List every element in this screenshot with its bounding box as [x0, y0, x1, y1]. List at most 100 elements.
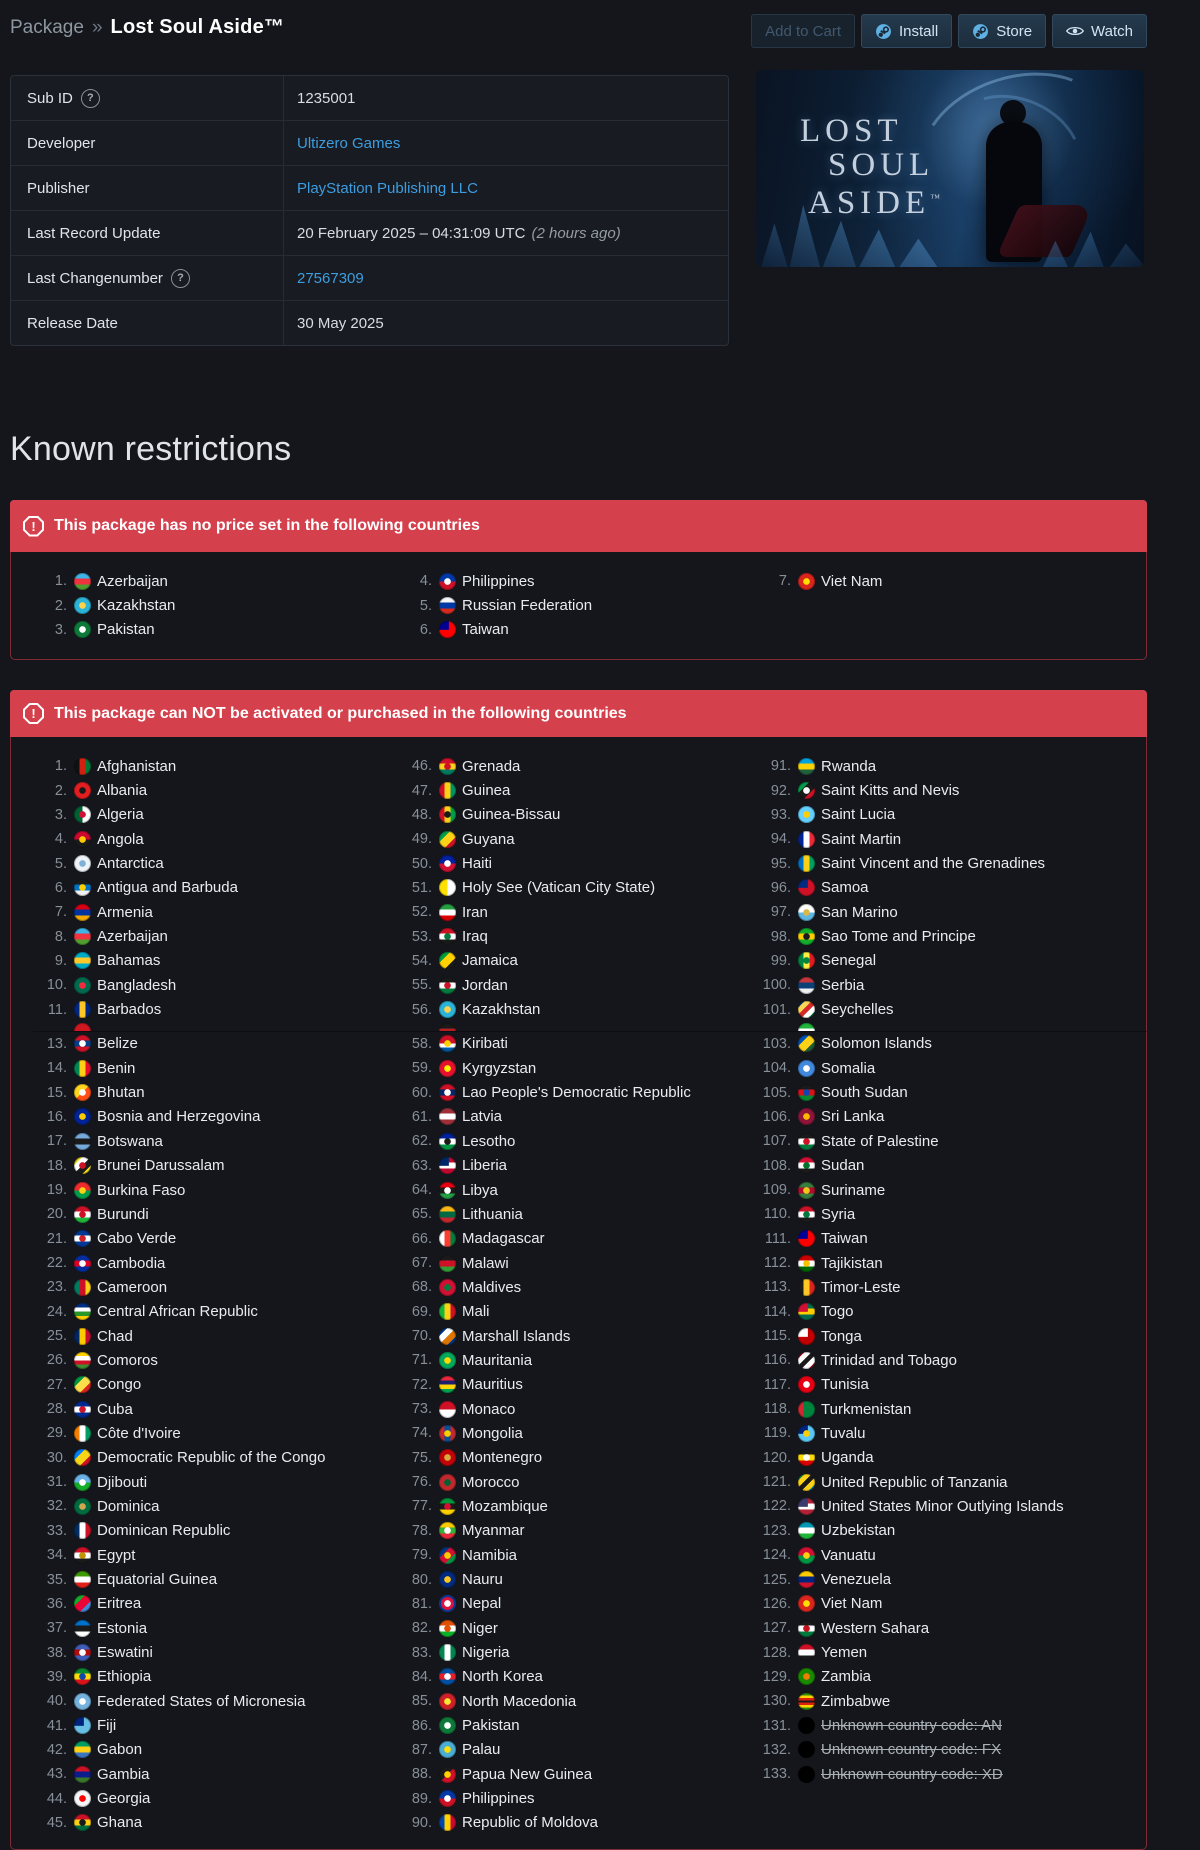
install-button[interactable]: Install	[861, 14, 953, 48]
flag-icon	[798, 1230, 815, 1248]
country-number: 3.	[54, 806, 67, 823]
country-name: Congo	[97, 1376, 142, 1394]
country-number: 72.	[411, 1376, 432, 1393]
country-item: 46. Grenada	[398, 754, 757, 778]
country-number: 41.	[46, 1717, 67, 1734]
flag-icon	[439, 1473, 456, 1491]
country-number: 36.	[46, 1595, 67, 1612]
country-name: Kyrgyzstan	[462, 1059, 537, 1077]
country-item: 47. Guinea	[398, 778, 757, 802]
country-item: 72. Mauritius	[398, 1373, 757, 1397]
flag-icon	[439, 903, 456, 921]
country-number: 111.	[764, 1230, 791, 1247]
country-number: 5.	[54, 855, 67, 872]
country-item: 112. Tajikistan	[757, 1251, 1147, 1275]
country-number: 76.	[411, 1474, 432, 1491]
country-item: 24. Central African Republic	[33, 1300, 398, 1324]
flag-icon	[439, 1157, 456, 1175]
country-item: 39. Ethiopia	[33, 1665, 398, 1689]
country-column: 1. Afghanistan 2. Albania 3. Algeria 4. Angola 5…	[33, 754, 398, 1835]
flag-icon	[439, 952, 456, 970]
country-name: Tunisia	[821, 1376, 869, 1394]
country-item: 117. Tunisia	[757, 1373, 1147, 1397]
country-name: Togo	[821, 1303, 854, 1321]
page-title: Lost Soul Aside™	[110, 16, 285, 38]
country-name: Albania	[97, 782, 148, 800]
country-item: 15. Bhutan	[33, 1080, 398, 1104]
country-name: Gabon	[97, 1741, 143, 1759]
info-value-link[interactable]: 27567309	[297, 269, 364, 287]
button-label: Add to Cart	[765, 22, 841, 40]
country-name: Madagascar	[462, 1230, 545, 1248]
country-item: 93. Saint Lucia	[757, 803, 1147, 827]
info-value: Ultizero Games	[283, 121, 728, 165]
country-number: 103.	[762, 1035, 791, 1052]
country-name: Unknown country code: AN	[821, 1717, 1002, 1735]
flag-icon	[439, 1022, 456, 1031]
country-item: 78. Myanmar	[398, 1519, 757, 1543]
flag-icon	[798, 1473, 815, 1491]
country-number: 108.	[762, 1157, 791, 1174]
country-name: Cambodia	[97, 1254, 166, 1272]
info-value-link[interactable]: PlayStation Publishing LLC	[297, 179, 478, 197]
country-number: 53.	[411, 928, 432, 945]
country-item: 43. Gambia	[33, 1762, 398, 1786]
watch-button[interactable]: Watch	[1052, 14, 1147, 48]
country-item: 25. Chad	[33, 1324, 398, 1348]
country-name: Fiji	[97, 1717, 117, 1735]
country-item: 7. Viet Nam	[757, 569, 1147, 593]
breadcrumb-package-link[interactable]: Package	[10, 16, 84, 38]
country-number: 91.	[770, 758, 791, 775]
store-button[interactable]: Store	[958, 14, 1047, 48]
flag-icon	[798, 1400, 815, 1418]
flag-icon	[798, 1692, 815, 1710]
country-number: 97.	[770, 904, 791, 921]
country-item: 48. Guinea-Bissau	[398, 803, 757, 827]
flag-icon	[74, 903, 91, 921]
country-number: 124.	[762, 1547, 791, 1564]
country-number: 24.	[46, 1303, 67, 1320]
country-item: 36. Eritrea	[33, 1592, 398, 1616]
info-row: Sub ID? 1235001	[11, 76, 728, 120]
country-name: Myanmar	[462, 1522, 525, 1540]
flag-icon	[439, 1400, 456, 1418]
flag-icon	[439, 1230, 456, 1248]
info-value-link[interactable]: Ultizero Games	[297, 134, 401, 152]
country-number: 106.	[762, 1108, 791, 1125]
country-name: Mauritania	[462, 1351, 533, 1369]
country-number: 77.	[411, 1498, 432, 1515]
info-value-note: (2 hours ago)	[531, 224, 621, 242]
country-item: 131. Unknown country code: AN	[757, 1713, 1147, 1737]
country-name: Tajikistan	[821, 1254, 883, 1272]
add-to-cart-button[interactable]: Add to Cart	[751, 14, 855, 48]
flag-icon	[74, 1084, 91, 1102]
country-name: Guinea	[462, 782, 511, 800]
country-number: 78.	[411, 1522, 432, 1539]
country-item: 8. Azerbaijan	[33, 924, 398, 948]
country-item: 79. Namibia	[398, 1543, 757, 1567]
flag-icon	[439, 855, 456, 873]
country-number: 88.	[411, 1766, 432, 1783]
country-item: 123. Uzbekistan	[757, 1519, 1147, 1543]
country-number: 4.	[54, 831, 67, 848]
info-value: 20 February 2025 – 04:31:09 UTC (2 hours …	[283, 211, 728, 255]
country-number: 45.	[46, 1814, 67, 1831]
country-number: 21.	[46, 1230, 67, 1247]
help-icon[interactable]: ?	[170, 268, 190, 288]
country-name: Burkina Faso	[97, 1181, 186, 1199]
flag-icon	[798, 1668, 815, 1686]
button-label: Install	[899, 22, 939, 40]
help-icon[interactable]: ?	[80, 88, 100, 108]
country-number: 126.	[762, 1595, 791, 1612]
flag-icon	[798, 1571, 815, 1589]
flag-icon	[74, 1571, 91, 1589]
country-name: Guinea-Bissau	[462, 806, 561, 824]
country-name: Sri Lanka	[821, 1108, 885, 1126]
country-number: 55.	[411, 977, 432, 994]
country-number: 31.	[46, 1474, 67, 1491]
country-name: Rwanda	[821, 757, 877, 775]
country-number: 67.	[411, 1255, 432, 1272]
country-name: Lithuania	[462, 1205, 523, 1223]
country-name: Turkmenistan	[821, 1400, 912, 1418]
country-name: Ghana	[97, 1814, 143, 1832]
